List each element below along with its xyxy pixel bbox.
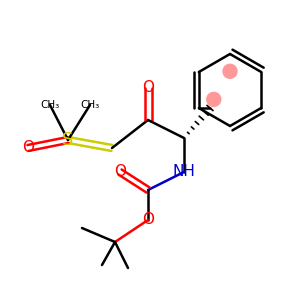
Text: O: O bbox=[114, 164, 126, 179]
Text: CH₃: CH₃ bbox=[80, 100, 100, 110]
Text: O: O bbox=[142, 212, 154, 227]
Text: O: O bbox=[142, 80, 154, 95]
Text: NH: NH bbox=[172, 164, 195, 179]
Text: S: S bbox=[62, 131, 74, 149]
Text: CH₃: CH₃ bbox=[40, 100, 60, 110]
Text: O: O bbox=[22, 140, 34, 155]
Circle shape bbox=[207, 92, 221, 106]
Circle shape bbox=[223, 64, 237, 78]
